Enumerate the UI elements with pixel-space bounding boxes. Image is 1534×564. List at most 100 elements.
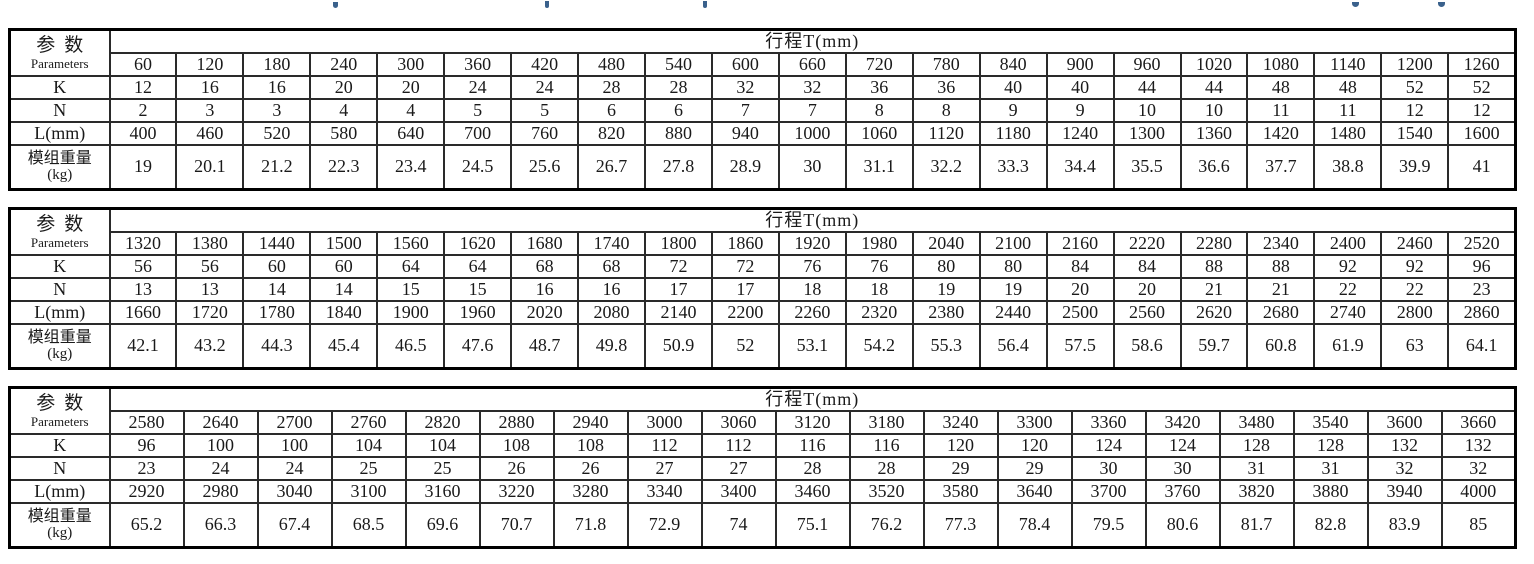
cell-weight: 45.4 [309,322,379,370]
cell-stroke: 1080 [1246,51,1316,77]
cell-stroke: 540 [644,51,713,77]
cell-k: 84 [1112,253,1182,279]
cell-stroke: 2220 [1112,230,1182,256]
cell-weight: 58.6 [1112,322,1182,370]
spec-table-3-container: 参数 Parameters 行程T(mm) 2580 2640 2700 2760 2820 2… [8,386,1517,549]
cell-l: 3820 [1218,478,1295,504]
cell-stroke: 960 [1112,51,1182,77]
cell-n: 3 [242,97,312,123]
cell-weight: 23.4 [376,143,446,191]
cell-n: 11 [1313,97,1383,123]
cell-k: 52 [1380,74,1450,100]
cell-weight: 74 [700,501,777,549]
cell-n: 20 [1112,276,1182,302]
row-n: N 13 13 14 14 15 15 16 16 17 17 18 18 19 19 20 20 21 21 22 2… [8,276,1517,302]
cell-k: 88 [1246,253,1316,279]
cell-weight: 76.2 [848,501,925,549]
cell-l: 3280 [552,478,629,504]
spec-table: 参数 Parameters 行程T(mm) 60 120 180 240 300 360 420 4… [8,28,1517,191]
cell-n: 27 [626,455,703,481]
cell-stroke: 3000 [626,409,703,435]
cell-stroke: 3420 [1144,409,1221,435]
row-label-k: K [8,74,111,100]
cell-n: 32 [1366,455,1443,481]
cell-n: 13 [108,276,178,302]
cell-n: 24 [256,455,333,481]
cell-stroke: 3300 [996,409,1073,435]
cell-weight: 54.2 [844,322,914,370]
cell-l: 2080 [577,299,646,325]
cell-n: 26 [552,455,629,481]
cell-weight: 48.7 [510,322,580,370]
cell-k: 96 [1447,253,1517,279]
cell-stroke: 2460 [1380,230,1450,256]
cell-stroke: 3120 [774,409,851,435]
cell-weight: 41 [1447,143,1517,191]
cell-stroke: 1920 [777,230,847,256]
cell-l: 400 [108,120,178,146]
cell-l: 3340 [626,478,703,504]
cell-n: 7 [777,97,847,123]
row-label-weight: 模组重量 (kg) [8,322,111,370]
cell-stroke: 1380 [175,230,245,256]
cell-stroke: 1560 [376,230,446,256]
parameters-header-cell: 参数 Parameters [8,386,111,435]
cell-weight: 27.8 [644,143,713,191]
cell-n: 14 [242,276,312,302]
cell-weight: 39.9 [1380,143,1450,191]
cell-l: 2500 [1045,299,1115,325]
cell-k: 52 [1447,74,1517,100]
row-weight: 模组重量 (kg) 65.2 66.3 67.4 68.5 69.6 70.7 71.8 72.9… [8,501,1517,549]
row-k: K 12 16 16 20 20 24 24 28 28 32 32 36 36 40 40 44 44 48 48 5… [8,74,1517,100]
cell-stroke: 2820 [404,409,481,435]
weight-label-zh: 模组重量 [27,507,92,525]
cell-l: 2320 [844,299,914,325]
cell-k: 128 [1218,432,1295,458]
cell-stroke: 1260 [1447,51,1517,77]
weight-label-unit: (kg) [47,346,73,363]
cell-n: 18 [844,276,914,302]
cell-l: 1480 [1313,120,1383,146]
cell-l: 3400 [700,478,777,504]
cell-stroke: 3540 [1292,409,1369,435]
parameters-label-zh: 参数 [36,392,93,414]
cell-weight: 64.1 [1447,322,1517,370]
cell-n: 23 [108,455,185,481]
cell-weight: 85 [1440,501,1517,549]
cell-k: 16 [175,74,245,100]
cell-stroke: 3600 [1366,409,1443,435]
cell-k: 24 [443,74,513,100]
cell-k: 112 [700,432,777,458]
cell-weight: 47.6 [443,322,513,370]
cell-weight: 61.9 [1313,322,1383,370]
row-n: N 23 24 24 25 25 26 26 27 27 28 28 29 29 30 30 31 31 32 32 [8,455,1517,481]
cell-l: 940 [710,120,780,146]
header-row: 参数 Parameters 行程T(mm) [8,207,1517,256]
cell-n: 7 [710,97,780,123]
header-row: 参数 Parameters 行程T(mm) [8,28,1517,77]
spec-table-1-container: 参数 Parameters 行程T(mm) 60 120 180 240 300 360 420 4… [8,28,1517,191]
cell-n: 17 [710,276,780,302]
cell-weight: 43.2 [175,322,245,370]
cell-l: 1600 [1447,120,1517,146]
cell-stroke: 1860 [710,230,780,256]
cell-l: 2620 [1179,299,1249,325]
cell-n: 12 [1447,97,1517,123]
cell-l: 2920 [108,478,185,504]
cell-weight: 32.2 [911,143,981,191]
cell-k: 108 [478,432,555,458]
cell-l: 1360 [1179,120,1249,146]
cell-l: 820 [577,120,646,146]
cell-l: 1660 [108,299,178,325]
cell-k: 120 [996,432,1073,458]
cell-n: 31 [1218,455,1295,481]
cell-weight: 71.8 [552,501,629,549]
cell-l: 2440 [978,299,1048,325]
cell-n: 19 [911,276,981,302]
cell-l: 2980 [182,478,259,504]
cell-weight: 82.8 [1292,501,1369,549]
cell-k: 96 [108,432,185,458]
stroke-values-row: 2580 2640 2700 2760 2820 2880 2940 3000 3060 3120… [10,409,1517,435]
cell-l: 1900 [376,299,446,325]
row-weight: 模组重量 (kg) 42.1 43.2 44.3 45.4 46.5 47.6 48.7 49.8… [8,322,1517,370]
